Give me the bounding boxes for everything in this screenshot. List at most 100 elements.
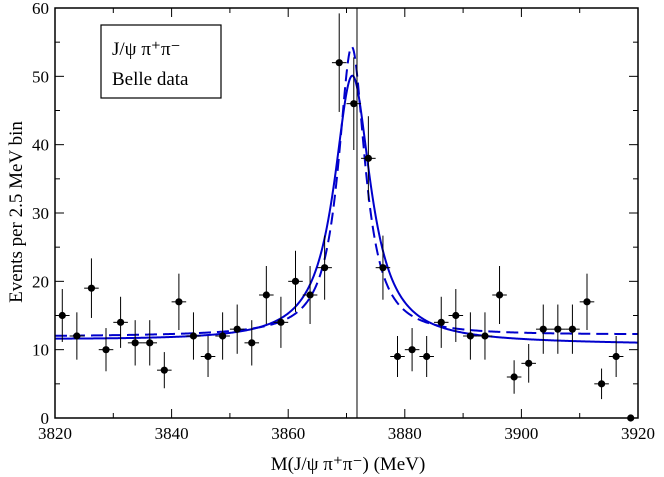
y-tick-label: 30 [32,204,49,223]
data-marker [58,311,66,320]
data-marker [423,352,431,361]
data-point [171,273,187,331]
data-point [302,266,318,324]
data-point [55,289,70,342]
data-marker [466,332,474,340]
data-marker [321,264,329,272]
data-marker [481,332,489,340]
data-marker [568,325,577,333]
y-tick-label: 60 [32,0,49,18]
legend-line-1: J/ψ π⁺π⁻ [112,39,181,60]
fit-curves [54,45,639,344]
data-marker [539,325,547,333]
data-point [244,320,260,366]
data-marker [510,373,518,381]
x-tick-label: 3900 [504,424,538,443]
data-marker [437,318,445,326]
y-tick-label: 50 [32,67,49,86]
data-marker [262,291,270,299]
data-marker [291,277,300,285]
legend-line-2: Belle data [112,69,189,90]
data-point [492,266,507,324]
data-marker [160,366,168,374]
data-marker [597,380,606,388]
data-point [331,13,347,112]
data-point [317,235,332,300]
data-point [535,304,551,354]
x-tick-label: 3880 [388,424,422,443]
data-marker [554,325,562,333]
data-point [550,304,566,354]
data-points [55,13,638,422]
data-point [113,296,128,348]
data-marker [131,339,139,347]
data-point [361,116,376,201]
y-tick-label: 20 [32,272,49,291]
y-tick-label: 0 [41,409,50,428]
data-point [186,312,201,360]
data-point [463,312,478,360]
data-point [448,289,464,342]
data-point [69,312,85,360]
data-marker [393,352,402,361]
data-point [98,328,114,372]
data-point [506,360,522,394]
data-marker [102,346,110,354]
x-tick-label: 3820 [38,424,72,443]
fit-curve-solid [55,74,639,344]
data-marker [189,332,198,340]
legend-box: J/ψ π⁺π⁻ Belle data [100,24,222,99]
x-tick-label: 3920 [621,424,655,443]
data-marker [73,332,81,340]
data-marker [204,352,212,361]
data-point [419,336,434,377]
data-point [433,296,449,348]
data-point [346,57,362,151]
x-tick-label: 3860 [271,424,305,443]
data-marker [495,291,504,299]
data-marker [306,291,314,299]
x-tick-label: 3840 [155,424,189,443]
data-point [229,304,245,354]
data-marker [116,318,125,326]
data-point [477,312,493,360]
data-marker [233,325,241,333]
data-marker [452,311,460,320]
x-axis-title: M(J/ψ π⁺π⁻) (MeV) [271,454,426,475]
data-marker [350,100,358,108]
data-point [200,336,216,377]
data-point [521,344,536,383]
y-tick-label: 40 [32,136,49,155]
data-marker [219,332,227,340]
legend-frame [100,24,222,99]
data-marker [146,339,154,347]
data-point [608,336,624,377]
data-marker [335,59,343,67]
y-axis-title: Events per 2.5 MeV bin [6,121,27,303]
data-point [142,320,158,366]
data-marker [408,346,416,354]
data-point [273,296,289,348]
data-point [288,250,303,312]
y-tick-label: 10 [32,341,49,360]
data-point [390,336,405,377]
data-point [259,266,274,324]
data-marker [248,339,256,347]
data-marker [525,359,533,367]
data-marker [364,154,372,162]
data-marker [87,284,96,292]
data-point [157,352,172,389]
data-point [594,368,609,400]
data-marker [379,264,387,272]
axis-ticks: 3820 3840 3860 3880 3900 3920 0 10 20 30 40 50 60 [32,0,655,443]
data-point [375,235,391,300]
data-point [404,328,420,372]
data-point [127,320,143,366]
data-marker [277,318,285,326]
data-point [579,273,595,331]
data-point [215,312,230,360]
fit-curve-dashed [54,45,638,337]
data-marker [583,298,591,306]
data-point [565,304,580,354]
